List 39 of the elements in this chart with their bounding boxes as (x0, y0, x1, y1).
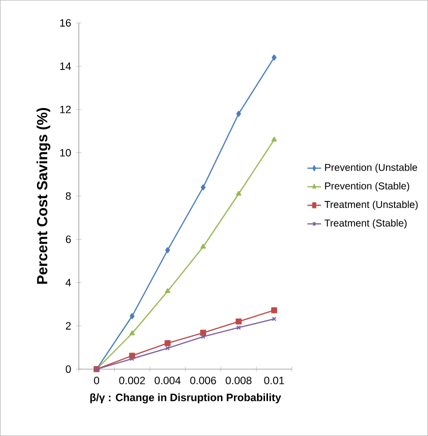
legend-label: Prevention (Unstable (325, 164, 418, 173)
y-tick-label: 16 (60, 19, 71, 27)
point (200, 330, 206, 336)
x-tick-label: 0.004 (154, 376, 181, 384)
point (129, 330, 135, 336)
y-axis-title: Percent Cost Savings (%) (36, 108, 50, 284)
point (236, 325, 241, 330)
point (165, 346, 170, 350)
y-tick-label: 14 (60, 62, 71, 70)
point (236, 318, 242, 325)
y-tick-label: 12 (60, 106, 71, 114)
x-tick-label: 0.008 (226, 376, 252, 384)
point (200, 244, 206, 249)
y-tick-label: 4 (66, 278, 71, 286)
y-tick-label: 2 (66, 322, 71, 330)
legend-label: Treatment (Unstable) (324, 200, 418, 210)
legend-label: Prevention (Stable) (325, 182, 410, 192)
point (272, 54, 277, 61)
y-tick-label: 6 (66, 236, 71, 244)
y-tick-label: 10 (60, 148, 71, 157)
point (130, 313, 134, 320)
y-tick-label: 0 (66, 365, 71, 373)
point (271, 307, 278, 314)
point (165, 247, 170, 254)
y-tick-label: 8 (66, 192, 71, 200)
point (164, 340, 171, 346)
x-tick-label: 0.006 (190, 376, 216, 384)
x-axis-title: β/γ : Change in Disruption Probability (90, 393, 282, 404)
point (271, 136, 277, 142)
legend-label: Treatment (Stable) (324, 219, 407, 229)
point (164, 288, 170, 294)
point (236, 110, 242, 117)
point (130, 356, 134, 362)
point (236, 190, 242, 196)
point (200, 334, 206, 339)
point (200, 184, 206, 190)
x-tick-label: 0 (94, 376, 100, 384)
x-tick-label: 0.002 (119, 376, 145, 384)
x-tick-label: 0.01 (264, 376, 284, 384)
